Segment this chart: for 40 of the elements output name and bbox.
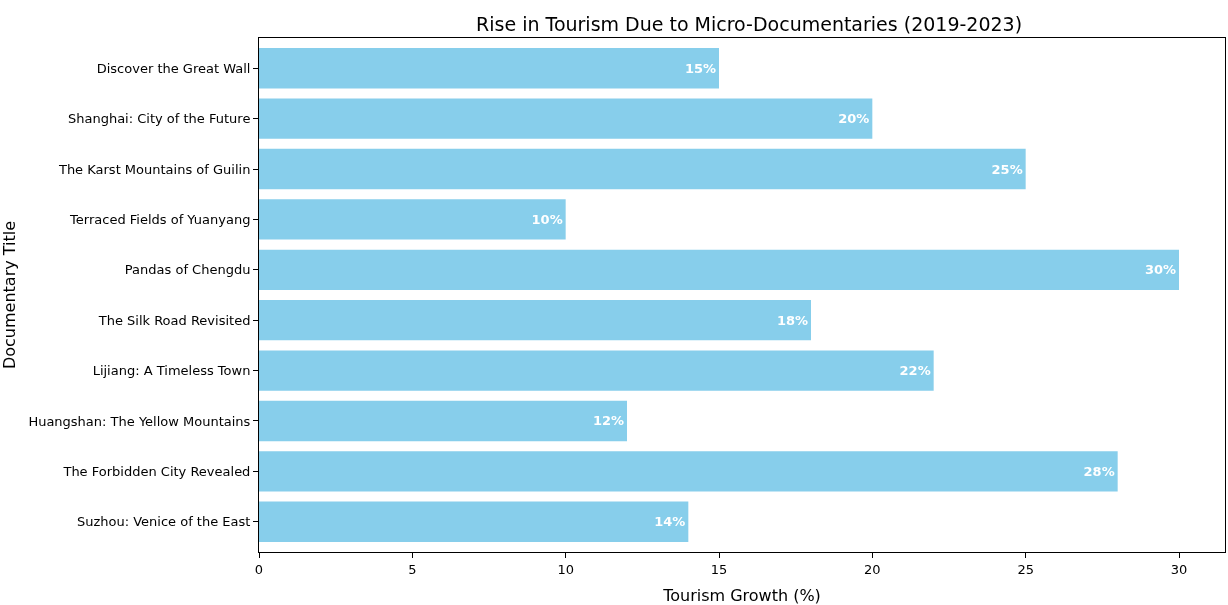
x-tick-label: 25 [1017, 561, 1034, 577]
y-tick-label: The Silk Road Revisited [97, 312, 251, 328]
data-label: 12% [592, 413, 624, 429]
bar [259, 98, 873, 139]
y-tick-label: Lijiang: A Timeless Town [92, 363, 251, 379]
data-label: 10% [531, 211, 563, 227]
bar [259, 148, 1026, 190]
y-tick-label: The Forbidden City Revealed [62, 463, 251, 479]
y-tick-label: The Karst Mountains of Guilin [57, 161, 251, 177]
x-tick-label: 20 [864, 561, 881, 577]
data-label: 28% [1083, 463, 1115, 479]
data-label: 15% [684, 60, 716, 76]
y-tick-label: Discover the Great Wall [96, 60, 251, 76]
y-tick-label: Suzhou: Venice of the East [76, 514, 251, 530]
data-label: 25% [991, 161, 1023, 177]
bar [259, 249, 1179, 290]
data-label: 14% [654, 514, 686, 530]
bar [259, 300, 811, 341]
x-tick-label: 0 [254, 561, 264, 577]
data-label: 18% [776, 312, 808, 328]
bar [259, 400, 627, 442]
bar [259, 199, 566, 240]
x-tick-label: 10 [557, 561, 574, 577]
data-label: 30% [1144, 262, 1176, 278]
y-tick-label: Huangshan: The Yellow Mountains [28, 413, 251, 429]
bar [259, 451, 1118, 492]
data-label: 22% [899, 363, 931, 379]
y-tick-label: Shanghai: City of the Future [67, 111, 251, 127]
x-axis-title: Tourism Growth (%) [662, 586, 821, 605]
x-tick-label: 15 [710, 561, 728, 577]
y-tick-label: Pandas of Chengdu [124, 262, 251, 278]
y-axis-title: Documentary Title [0, 220, 19, 370]
bar [259, 48, 719, 89]
bar [259, 501, 689, 542]
bar [259, 350, 934, 391]
x-tick-label: 5 [408, 561, 417, 577]
x-tick-label: 30 [1170, 561, 1188, 577]
y-tick-label: Terraced Fields of Yuanyang [69, 211, 251, 227]
chart-title: Rise in Tourism Due to Micro-Documentaries (2019-2023) [476, 13, 1023, 36]
data-label: 20% [838, 111, 870, 127]
